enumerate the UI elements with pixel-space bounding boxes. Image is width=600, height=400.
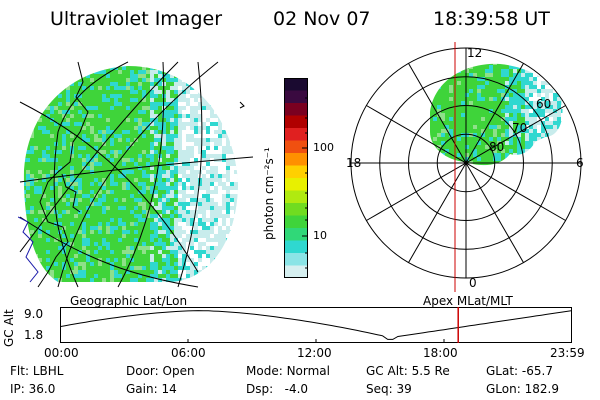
- status-door: Door: Open: [126, 364, 195, 378]
- colorbar-tick-10: 10: [313, 229, 327, 242]
- mlt-label-18: 18: [346, 156, 362, 170]
- colorbar-tick-100: 100: [313, 141, 334, 154]
- polar-map: [350, 42, 582, 292]
- timeline-y-label: GC Alt: [2, 309, 16, 347]
- orbit-timeline: [60, 307, 572, 343]
- colorbar: [284, 78, 308, 278]
- timeline-x-tick-1200: 12:00: [297, 346, 332, 360]
- timeline-x-tick-1800: 18:00: [423, 346, 458, 360]
- timeline-y-tick-high: 9.0: [24, 307, 44, 321]
- timeline-x-tick-0600: 06:00: [171, 346, 206, 360]
- left-map-caption: Geographic Lat/Lon: [70, 294, 188, 308]
- mlt-label-12: 12: [467, 46, 483, 60]
- lat-label-70: 70: [512, 121, 528, 135]
- status-dsp: Dsp: -4.0: [246, 382, 309, 396]
- timeline-y-tick-low: 1.8: [24, 328, 44, 342]
- status-glat: GLat: -65.7: [486, 364, 553, 378]
- status-glon: GLon: 182.9: [486, 382, 559, 396]
- mlt-label-0: 0: [469, 276, 477, 290]
- colorbar-unit-label: photon cm⁻²s⁻¹: [262, 147, 276, 240]
- timeline-x-tick-0000: 00:00: [44, 346, 79, 360]
- status-filter: Flt: LBHL: [10, 364, 64, 378]
- geographic-map: [18, 61, 253, 288]
- timeline-x-tick-2359: 23:59: [550, 346, 585, 360]
- header-time: 18:39:58 UT: [433, 8, 550, 30]
- mlt-label-6: 6: [576, 156, 584, 170]
- lat-label-60: 60: [536, 97, 552, 111]
- status-gain: Gain: 14: [126, 382, 177, 396]
- instrument-title: Ultraviolet Imager: [50, 8, 223, 30]
- lat-label-80: 80: [489, 140, 505, 154]
- status-gc-alt: GC Alt: 5.5 Re: [366, 364, 450, 378]
- status-seq: Seq: 39: [366, 382, 412, 396]
- status-mode: Mode: Normal: [246, 364, 330, 378]
- right-map-caption: Apex MLat/MLT: [423, 294, 513, 308]
- header-date: 02 Nov 07: [273, 8, 371, 30]
- status-ip: IP: 36.0: [10, 382, 56, 396]
